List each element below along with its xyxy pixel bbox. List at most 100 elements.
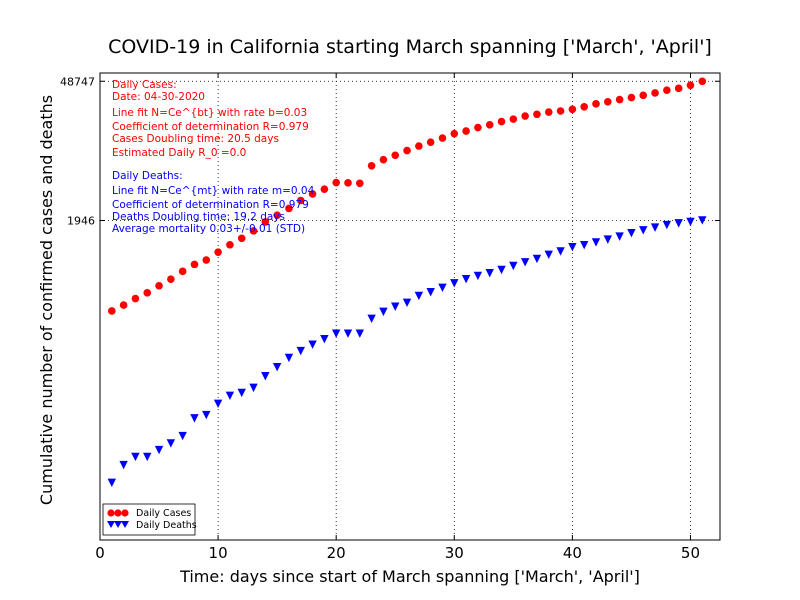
data-point-death [485,268,494,278]
data-point-case [308,190,317,198]
data-point-death [296,346,305,356]
x-axis-label: Time: days since start of March spanning… [179,567,640,586]
data-point-case [202,256,211,264]
data-point-death [579,240,589,250]
legend-label-deaths: Daily Deaths [136,520,197,531]
data-point-case [344,179,352,187]
ticks-layer: 0 10 20 30 40 50 1946 48747 [60,73,720,562]
data-point-case [544,108,553,116]
legend-swatch-deaths [107,521,129,528]
data-point-death [308,340,317,349]
data-point-death [237,388,246,398]
data-point-death [367,314,376,324]
data-point-case [143,289,152,297]
data-point-case [556,107,565,115]
data-point-case [190,260,199,269]
data-point-death [119,460,128,470]
x-tick-label: 40 [563,544,582,562]
data-point-death [461,275,471,284]
x-tick-label: 0 [95,544,105,562]
data-point-death [331,329,341,338]
data-point-death [426,288,435,297]
deaths-annotation-header: Daily Deaths: [112,170,183,182]
data-point-case [356,179,364,188]
data-point-case [237,234,246,243]
data-point-death [520,258,530,267]
y-tick-label: 48747 [60,75,95,88]
data-point-death [650,223,660,232]
cases-annotation-header: Daily Cases: [112,79,177,91]
chart-title: COVID-19 in California starting March sp… [108,36,712,58]
legend-frame [102,503,196,536]
data-point-case [178,267,187,276]
data-point-death [698,216,707,225]
data-point-death [379,307,388,317]
data-point-case [296,196,305,205]
data-point-death [284,353,294,363]
data-point-death [603,235,613,244]
cases-annotation-date: Date: 04-30-2020 [112,91,205,103]
data-point-case [450,129,459,138]
data-point-case [273,211,281,219]
y-tick-label: 1946 [67,214,95,227]
cases-annotation: Daily Cases: Date: 04-30-2020 Line fit N… [112,79,309,159]
data-point-death [662,220,672,230]
data-point-case [604,98,612,106]
cases-annotation-r0: Estimated Daily R_0 =0.0 [112,147,246,159]
data-point-death [639,226,648,235]
data-point-death [556,247,565,256]
data-point-death [272,363,282,372]
data-point-case [403,146,411,155]
data-point-death [473,271,483,281]
data-point-death [178,431,187,441]
data-point-case [226,240,234,249]
data-point-case [674,84,683,93]
data-point-death [355,329,365,338]
data-point-case [580,102,588,111]
data-point-death [107,478,117,488]
data-point-death [532,254,542,264]
x-tick-label: 10 [209,544,228,562]
data-point-death [402,298,412,307]
deaths-annotation: Daily Deaths: Line fit N=Ce^{mt} with ra… [112,170,315,235]
data-point-death [674,219,683,228]
data-point-case [320,185,329,194]
data-point-death [343,329,353,338]
data-point-death [591,238,601,247]
data-point-case [367,161,376,170]
data-point-case [639,91,648,100]
data-point-case [686,81,695,90]
data-point-death [450,279,459,288]
data-point-death [249,383,258,393]
data-point-death [686,217,695,227]
data-point-death [497,265,506,275]
data-point-death [225,391,235,401]
cases-annotation-doubling: Cases Doubling time: 20.5 days [112,133,279,145]
deaths-annotation-mortality: Average mortality 0.03+/-0.01 (STD) [112,223,305,235]
data-point-death [213,399,223,409]
data-point-case [627,93,636,102]
legend-label-cases: Daily Cases [136,508,191,519]
grid-layer [100,73,720,540]
data-point-case [167,275,175,284]
data-point-case [698,77,707,86]
data-point-death [202,410,211,420]
data-point-death [166,439,176,448]
data-point-case [462,127,470,135]
x-tick-label: 20 [327,544,346,562]
data-point-death [544,250,553,259]
data-point-case [663,86,671,95]
data-point-death [438,283,447,293]
deaths-annotation-r2: Coefficient of determination R=0.979 [112,199,309,211]
data-point-case [379,155,388,164]
data-point-case [332,178,340,187]
data-point-case [285,204,293,213]
data-point-death [154,445,164,455]
data-point-death [143,452,152,462]
data-point-case [533,110,541,119]
data-point-death [261,372,270,381]
data-point-case [131,294,140,303]
data-point-case [509,115,518,123]
data-point-death [391,302,400,311]
